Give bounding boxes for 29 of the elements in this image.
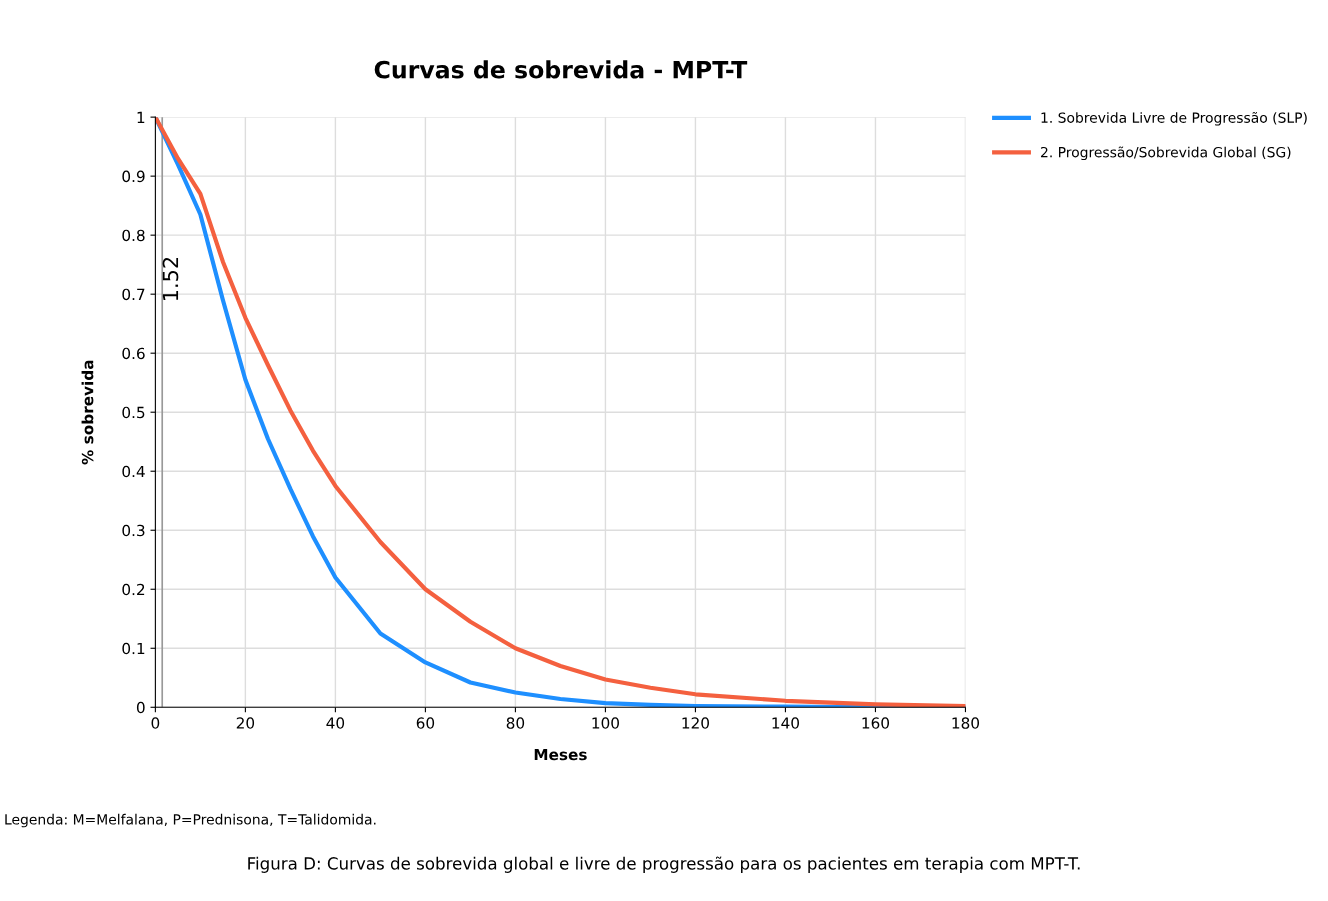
y-tick-label: 0.1 bbox=[122, 642, 145, 655]
y-axis-title: % sobrevida bbox=[81, 360, 94, 465]
y-tick-label: 0.6 bbox=[122, 347, 145, 360]
legend-label: 1. Sobrevida Livre de Progressão (SLP) bbox=[1041, 111, 1307, 126]
x-tick-label: 140 bbox=[772, 717, 799, 729]
x-tick-label: 80 bbox=[506, 717, 525, 729]
y-tick-label: 0 bbox=[136, 701, 145, 714]
ref-line-label: 1.52 bbox=[162, 257, 179, 300]
y-tick-label: 0.5 bbox=[122, 406, 145, 419]
text: Legenda: M=Melfalana, P=Prednisona, T=Talidomida. bbox=[5, 813, 376, 828]
y-tick-label: 0.9 bbox=[122, 170, 145, 183]
y-tick-label: 0.8 bbox=[122, 229, 145, 242]
x-tick-label: 120 bbox=[682, 717, 709, 729]
x-tick-label: 0 bbox=[151, 717, 160, 729]
x-axis-title: Meses bbox=[534, 748, 587, 761]
y-tick-label: 0.7 bbox=[122, 288, 145, 301]
chart-title: Curvas de sobrevida - MPT-T bbox=[374, 60, 748, 79]
x-tick-label: 180 bbox=[952, 717, 980, 729]
legend-label: 2. Progressão/Sobrevida Global (SG) bbox=[1041, 146, 1291, 161]
y-tick-label: 0.2 bbox=[122, 583, 145, 596]
x-tick-label: 40 bbox=[326, 717, 345, 729]
x-tick-label: 60 bbox=[416, 717, 435, 729]
y-tick-label: 0.4 bbox=[122, 465, 145, 478]
x-tick-label: 100 bbox=[592, 717, 619, 729]
text: Figura D: Curvas de sobrevida global e livre de progressão para os pacientes em terapia com MPT-T. bbox=[248, 856, 1080, 873]
x-tick-label: 20 bbox=[236, 717, 255, 729]
x-tick-label: 160 bbox=[862, 717, 890, 729]
y-tick-label: 1 bbox=[137, 111, 145, 123]
y-tick-label: 0.3 bbox=[122, 524, 145, 537]
